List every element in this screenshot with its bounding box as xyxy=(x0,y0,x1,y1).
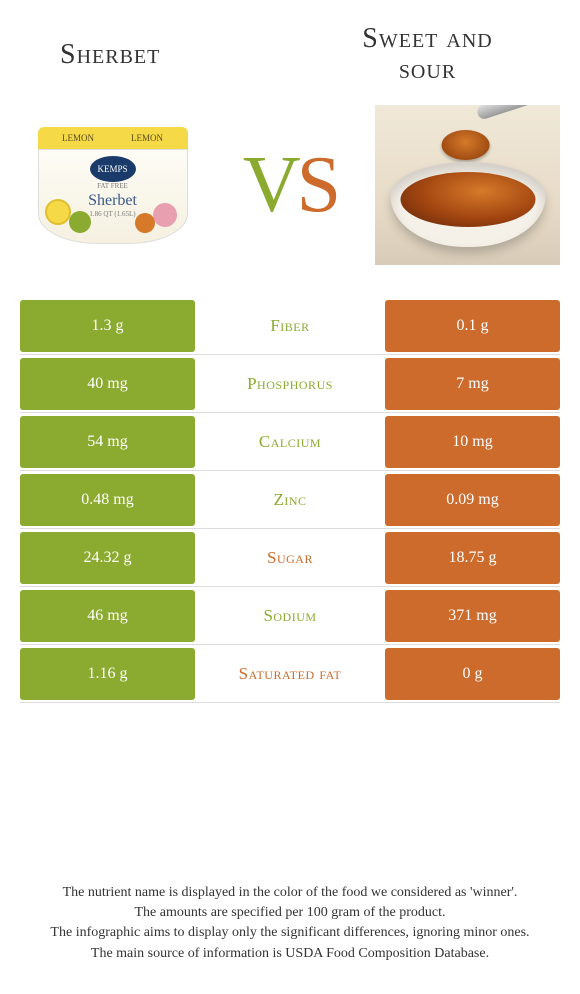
cup-lid: LEMON LEMON xyxy=(38,127,188,149)
vs-s: S xyxy=(297,141,338,229)
nutrient-label: Saturated fat xyxy=(195,648,385,700)
cup-logo: KEMPS xyxy=(90,156,136,182)
sauce-wrap xyxy=(375,105,560,265)
footer-line-1: The nutrient name is displayed in the co… xyxy=(20,883,560,903)
lemon-slice-icon xyxy=(45,199,71,225)
title-right-l1: Sweet and xyxy=(305,24,550,55)
value-right: 0.09 mg xyxy=(385,474,560,526)
cup-tag: FAT FREE xyxy=(97,182,128,190)
cup-body: KEMPS FAT FREE Sherbet 1.86 QT (1.65L) xyxy=(38,149,188,244)
spoon-handle-icon xyxy=(476,105,560,121)
sauce-icon xyxy=(400,172,535,227)
orange-slice-icon xyxy=(135,213,155,233)
title-right-l2: sour xyxy=(305,55,550,86)
footer-line-3: The infographic aims to display only the… xyxy=(20,923,560,943)
fruit-icon xyxy=(153,203,177,227)
value-right: 7 mg xyxy=(385,358,560,410)
nutrient-label: Sugar xyxy=(195,532,385,584)
table-row: 1.3 gFiber0.1 g xyxy=(20,300,560,352)
value-right: 10 mg xyxy=(385,416,560,468)
value-left: 0.48 mg xyxy=(20,474,195,526)
images-row: LEMON LEMON KEMPS FAT FREE Sherbet 1.86 … xyxy=(0,90,580,290)
vs-v: V xyxy=(243,141,297,229)
lid-text-1: LEMON xyxy=(62,133,94,143)
spoon-bowl-icon xyxy=(441,130,489,160)
table-row: 24.32 gSugar18.75 g xyxy=(20,532,560,584)
value-right: 371 mg xyxy=(385,590,560,642)
footer-line-4: The main source of information is USDA F… xyxy=(20,944,560,964)
value-left: 1.3 g xyxy=(20,300,195,352)
value-left: 1.16 g xyxy=(20,648,195,700)
value-left: 46 mg xyxy=(20,590,195,642)
comparison-table: 1.3 gFiber0.1 g 40 mgPhosphorus7 mg 54 mgC… xyxy=(20,300,560,700)
footer-notes: The nutrient name is displayed in the co… xyxy=(20,883,560,964)
value-left: 24.32 g xyxy=(20,532,195,584)
header-row: Sherbet Sweet and sour xyxy=(0,0,580,90)
value-left: 54 mg xyxy=(20,416,195,468)
table-row: 0.48 mgZinc0.09 mg xyxy=(20,474,560,526)
nutrient-label: Sodium xyxy=(195,590,385,642)
sauce-bowl-icon xyxy=(390,162,545,247)
nutrient-label: Fiber xyxy=(195,300,385,352)
vs-label: VS xyxy=(243,140,337,231)
sherbet-image: LEMON LEMON KEMPS FAT FREE Sherbet 1.86 … xyxy=(20,105,205,265)
cup-size: 1.86 QT (1.65L) xyxy=(89,210,135,218)
value-left: 40 mg xyxy=(20,358,195,410)
sherbet-cup: LEMON LEMON KEMPS FAT FREE Sherbet 1.86 … xyxy=(38,127,188,244)
nutrient-label: Calcium xyxy=(195,416,385,468)
footer-line-2: The amounts are specified per 100 gram o… xyxy=(20,903,560,923)
title-left: Sherbet xyxy=(30,39,305,71)
value-right: 0 g xyxy=(385,648,560,700)
cup-name: Sherbet xyxy=(88,192,137,210)
table-row: 40 mgPhosphorus7 mg xyxy=(20,358,560,410)
table-row: 1.16 gSaturated fat0 g xyxy=(20,648,560,700)
table-row: 54 mgCalcium10 mg xyxy=(20,416,560,468)
value-right: 18.75 g xyxy=(385,532,560,584)
lid-text-2: LEMON xyxy=(131,133,163,143)
table-row: 46 mgSodium371 mg xyxy=(20,590,560,642)
nutrient-label: Phosphorus xyxy=(195,358,385,410)
lime-slice-icon xyxy=(69,211,91,233)
nutrient-label: Zinc xyxy=(195,474,385,526)
value-right: 0.1 g xyxy=(385,300,560,352)
title-right: Sweet and sour xyxy=(305,24,550,86)
sweet-sour-image xyxy=(375,105,560,265)
